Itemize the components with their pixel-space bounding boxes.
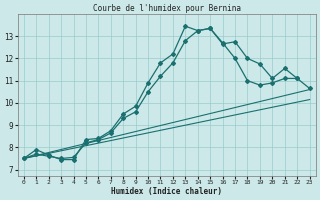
X-axis label: Humidex (Indice chaleur): Humidex (Indice chaleur)	[111, 187, 222, 196]
Title: Courbe de l'humidex pour Bernina: Courbe de l'humidex pour Bernina	[93, 4, 241, 13]
